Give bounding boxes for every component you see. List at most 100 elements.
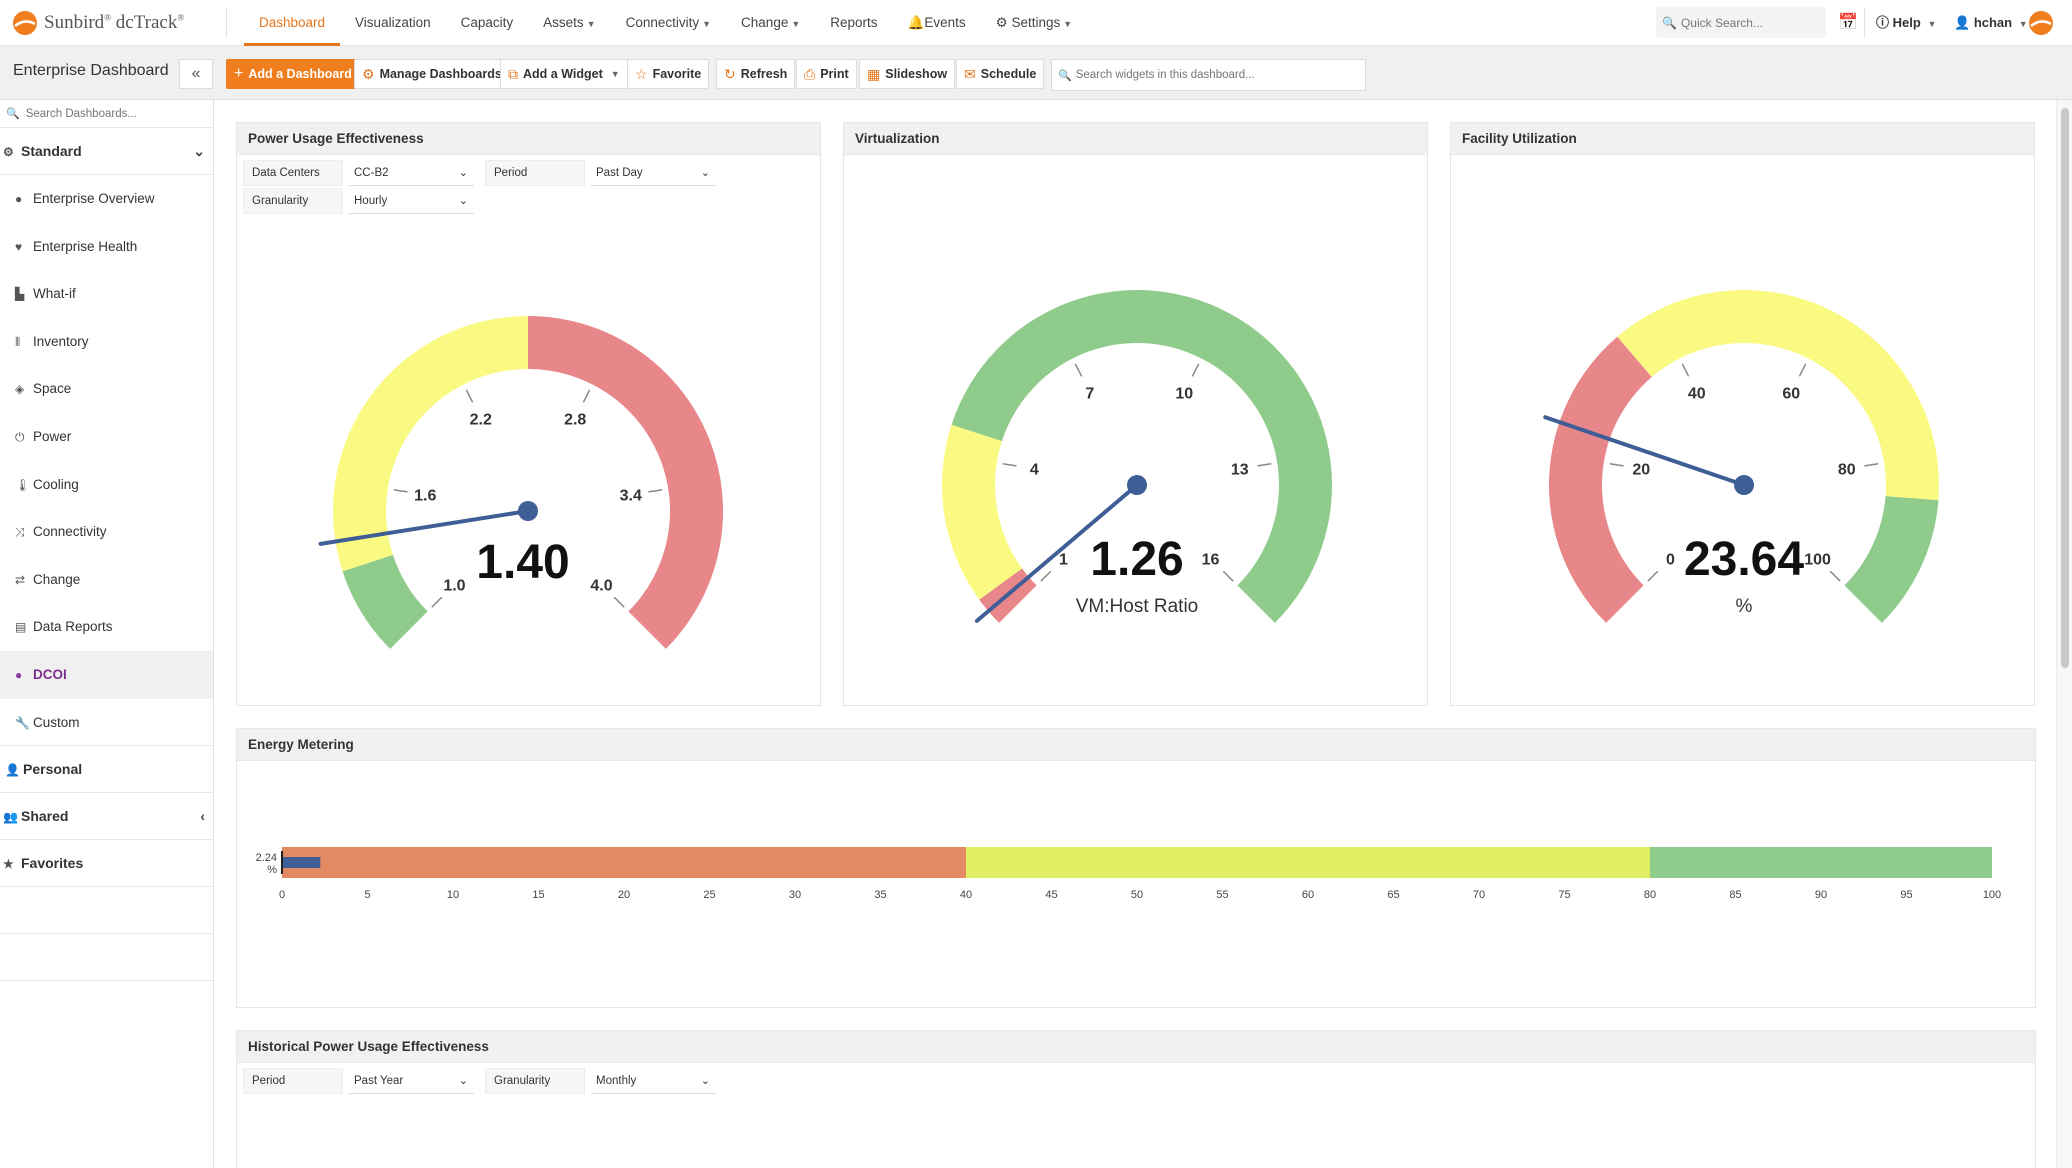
nav-capacity[interactable]: Capacity (446, 0, 529, 46)
data-centers-select[interactable]: CC-B2 ⌄ (349, 160, 474, 186)
help-menu[interactable]: ⓘ Help ▼ (1876, 0, 1936, 46)
sidebar-item-inventory[interactable]: ⦀ Inventory (0, 318, 213, 366)
sidebar-item-data-reports[interactable]: ▤ Data Reports (0, 603, 213, 651)
quick-search-input[interactable] (1680, 15, 1821, 30)
item-label: Change (33, 571, 81, 587)
brand-name: Sunbird® dcTrack® (44, 12, 185, 33)
manage-dashboards-button[interactable]: ⚙ Manage Dashboards (354, 59, 510, 89)
gauge-tick-label: 80 (1838, 462, 1856, 479)
select-value: Past Day (596, 167, 643, 179)
favorite-button[interactable]: ☆ Favorite (627, 59, 710, 89)
item-label: Inventory (33, 333, 89, 349)
schedule-button[interactable]: ✉ Schedule (956, 59, 1045, 89)
group-label: Standard (21, 143, 82, 159)
gauge-tick-label: 0 (1666, 552, 1675, 569)
energy-axis-tick: 70 (1473, 889, 1485, 901)
nav-connectivity[interactable]: Connectivity ▼ (611, 0, 726, 46)
search-icon: 🔍 (1058, 69, 1072, 82)
sidebar-group-personal[interactable]: 👤 Personal (0, 746, 213, 794)
granularity-select[interactable]: Monthly ⌄ (591, 1068, 716, 1094)
gauge-tick-mark (1798, 363, 1807, 377)
dashboard-toolbar: Enterprise Dashboard « + Add a Dashboard … (0, 46, 2072, 100)
select-value: Past Year (354, 1075, 404, 1087)
sidebar-item-space[interactable]: ◈ Space (0, 365, 213, 413)
gauge-tick-label: 2.8 (564, 411, 586, 428)
gauge-tick-mark (1681, 363, 1690, 377)
barcode-icon: ⦀ (15, 334, 21, 349)
chevron-down-icon: ▼ (702, 19, 712, 29)
sidebar-item-enterprise-health[interactable]: ♥ Enterprise Health (0, 223, 213, 271)
add-dashboard-button[interactable]: + Add a Dashboard (226, 59, 360, 89)
power-icon: ⏻ (15, 429, 25, 444)
chevron-down-icon: ⌄ (700, 1075, 710, 1087)
circle-icon: ● (15, 667, 23, 682)
top-navigation-bar: Sunbird® dcTrack® Dashboard Visualizatio… (0, 0, 2072, 46)
widget-search: 🔍 (1051, 59, 1366, 91)
sidebar-group-shared[interactable]: 👥 Shared ‹ (0, 793, 213, 841)
energy-metering-widget: Energy Metering 2.24% 0 5 10 15 20 25 30 35 40 45 5… (236, 728, 2036, 1008)
sidebar-item-dcoi[interactable]: ● DCOI (0, 650, 213, 699)
energy-axis-tick: 35 (874, 889, 886, 901)
calendar-icon[interactable]: 📅 (1838, 14, 1858, 31)
search-icon: 🔍 (6, 108, 20, 120)
data-centers-label: Data Centers (243, 160, 343, 186)
gauge-tick-label: 4.0 (590, 578, 612, 595)
chevron-down-icon: ▼ (586, 19, 596, 29)
gauge-tick-label: 100 (1804, 552, 1831, 569)
wrench-icon: 🔧 (15, 715, 30, 730)
slideshow-button[interactable]: ▦ Slideshow (859, 59, 956, 89)
energy-axis-tick: 75 (1558, 889, 1570, 901)
sidebar-search-input[interactable] (25, 107, 206, 120)
gauge-tick-label: 60 (1782, 385, 1800, 402)
period-label: Period (243, 1068, 343, 1094)
energy-axis-tick: 50 (1131, 889, 1143, 901)
sidebar-item-change[interactable]: ⇄ Change (0, 556, 213, 604)
gauge-unit: VM:Host Ratio (1076, 596, 1198, 617)
button-label: Schedule (980, 67, 1037, 81)
brand-logo[interactable]: Sunbird® dcTrack® (12, 10, 184, 36)
energy-axis-tick: 20 (618, 889, 630, 901)
sidebar-item-cooling[interactable]: 🌡 Cooling (0, 461, 213, 509)
granularity-select[interactable]: Hourly ⌄ (349, 188, 474, 214)
period-select[interactable]: Past Day ⌄ (591, 160, 716, 186)
energy-axis-tick: 100 (1983, 889, 2001, 901)
collapse-sidebar-button[interactable]: « (179, 59, 213, 89)
nav-events[interactable]: 🔔Events (893, 0, 981, 46)
gauge-tick-label: 20 (1632, 462, 1650, 479)
nav-dashboard[interactable]: Dashboard (244, 0, 341, 46)
nav-reports[interactable]: Reports (815, 0, 892, 46)
item-label: Cooling (33, 476, 79, 492)
nav-change[interactable]: Change ▼ (726, 0, 815, 46)
sidebar-item-connectivity[interactable]: ⤨ Connectivity (0, 508, 213, 556)
period-select[interactable]: Past Year ⌄ (349, 1068, 474, 1094)
widget-search-input[interactable] (1075, 69, 1365, 81)
nav-label: Connectivity (625, 15, 700, 30)
button-label: Print (820, 67, 849, 81)
sunbird-logo-icon[interactable] (2028, 10, 2054, 36)
pue-widget: Power Usage Effectiveness Data Centers C… (236, 122, 821, 706)
sidebar-group-favorites[interactable]: ★ Favorites (0, 840, 213, 888)
user-menu[interactable]: 👤 hchan ▼ (1954, 0, 2028, 46)
gauge-band (1617, 289, 1939, 501)
nav-visualization[interactable]: Visualization (340, 0, 446, 46)
nav-assets[interactable]: Assets ▼ (528, 0, 610, 46)
refresh-button[interactable]: ↻ Refresh (716, 59, 796, 89)
add-widget-button[interactable]: ⧉ Add a Widget ▼ (500, 59, 628, 89)
sunbird-logo-icon (13, 11, 37, 35)
scrollbar-thumb[interactable] (2061, 108, 2069, 668)
gauge-needle-hub (518, 501, 538, 521)
sidebar-item-what-if[interactable]: ▙ What-if (0, 270, 213, 318)
page-scrollbar[interactable] (2056, 100, 2072, 1168)
print-button[interactable]: ⎙ Print (796, 59, 857, 89)
nav-settings[interactable]: ⚙ Settings ▼ (981, 0, 1088, 46)
button-label: Add a Dashboard (248, 67, 352, 81)
sidebar-item-custom[interactable]: 🔧 Custom (0, 699, 213, 747)
sidebar-item-enterprise-overview[interactable]: ● Enterprise Overview (0, 175, 213, 223)
sidebar-group-standard[interactable]: ⚙ Standard ⌄ (0, 128, 213, 175)
energy-axis-tick: 25 (703, 889, 715, 901)
energy-axis-tick: 55 (1216, 889, 1228, 901)
sidebar-item-power[interactable]: ⏻ Power (0, 413, 213, 461)
gauge-tick-mark (431, 596, 443, 608)
item-label: Custom (33, 714, 80, 730)
